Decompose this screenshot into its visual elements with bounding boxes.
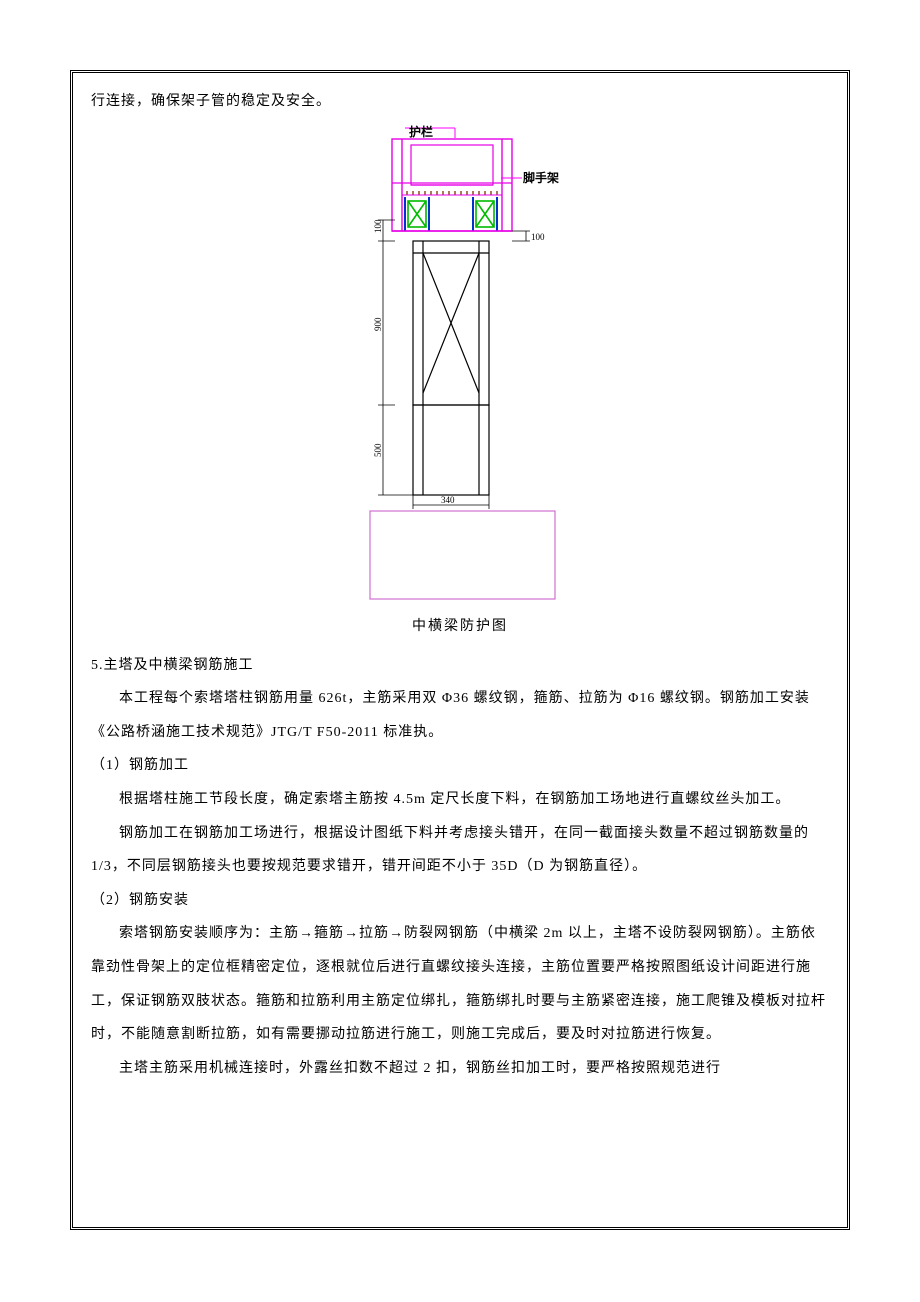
dim-100a: 100 xyxy=(373,219,383,233)
label-scaffold: 脚手架 xyxy=(523,170,559,185)
diagram: 100 100 900 500 xyxy=(345,125,575,605)
s2: （2）钢筋安装 xyxy=(91,884,829,918)
page-frame: 行连接，确保架子管的稳定及安全。 xyxy=(70,70,850,1230)
figure-wrapper: 100 100 900 500 xyxy=(91,125,829,605)
figure-caption: 中横梁防护图 xyxy=(91,615,829,635)
h5: 5.主塔及中横梁钢筋施工 xyxy=(91,649,829,683)
dim-900: 900 xyxy=(373,317,383,331)
dim-100b: 100 xyxy=(531,232,545,242)
label-guardrail: 护栏 xyxy=(409,125,433,139)
p3: 钢筋加工在钢筋加工场进行，根据设计图纸下料并考虑接头错开，在同一截面接头数量不超… xyxy=(91,817,829,884)
top-line: 行连接，确保架子管的稳定及安全。 xyxy=(91,85,829,119)
p5: 主塔主筋采用机械连接时，外露丝扣数不超过 2 扣，钢筋丝扣加工时，要严格按照规范… xyxy=(91,1052,829,1086)
s1: （1）钢筋加工 xyxy=(91,749,829,783)
diagram-svg: 100 100 900 500 xyxy=(345,125,575,605)
dim-340: 340 xyxy=(441,495,455,505)
p4: 索塔钢筋安装顺序为：主筋→箍筋→拉筋→防裂网钢筋（中横梁 2m 以上，主塔不设防… xyxy=(91,917,829,1051)
p1: 本工程每个索塔塔柱钢筋用量 626t，主筋采用双 Φ36 螺纹钢，箍筋、拉筋为 … xyxy=(91,682,829,749)
p2: 根据塔柱施工节段长度，确定索塔主筋按 4.5m 定尺长度下料，在钢筋加工场地进行… xyxy=(91,783,829,817)
dim-500: 500 xyxy=(373,443,383,457)
